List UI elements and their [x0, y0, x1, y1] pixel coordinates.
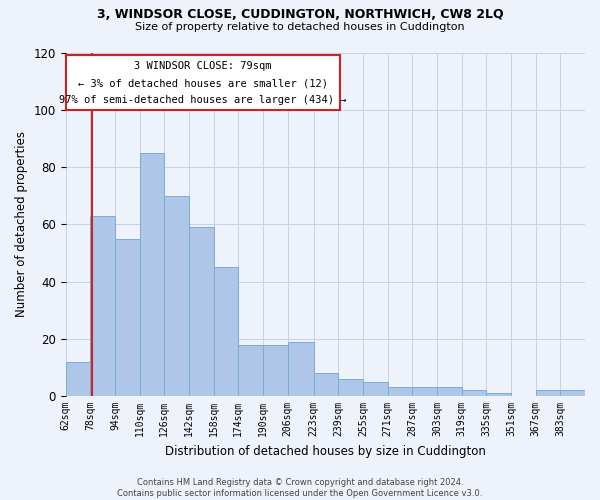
- Bar: [363, 382, 388, 396]
- Bar: [560, 390, 585, 396]
- Bar: [65, 56, 340, 110]
- Text: 3, WINDSOR CLOSE, CUDDINGTON, NORTHWICH, CW8 2LQ: 3, WINDSOR CLOSE, CUDDINGTON, NORTHWICH,…: [97, 8, 503, 20]
- Y-axis label: Number of detached properties: Number of detached properties: [15, 132, 28, 318]
- Bar: [536, 390, 560, 396]
- Bar: [287, 342, 314, 396]
- Bar: [115, 238, 140, 396]
- Bar: [412, 388, 437, 396]
- Bar: [214, 267, 238, 396]
- Bar: [189, 227, 214, 396]
- Bar: [263, 344, 287, 396]
- Bar: [238, 344, 263, 396]
- Bar: [338, 379, 363, 396]
- Bar: [91, 216, 115, 396]
- X-axis label: Distribution of detached houses by size in Cuddington: Distribution of detached houses by size …: [165, 444, 486, 458]
- Text: 97% of semi-detached houses are larger (434) →: 97% of semi-detached houses are larger (…: [59, 96, 347, 106]
- Text: 3 WINDSOR CLOSE: 79sqm: 3 WINDSOR CLOSE: 79sqm: [134, 61, 272, 71]
- Bar: [314, 373, 338, 396]
- Bar: [164, 196, 189, 396]
- Text: Size of property relative to detached houses in Cuddington: Size of property relative to detached ho…: [135, 22, 465, 32]
- Bar: [65, 362, 91, 396]
- Bar: [140, 152, 164, 396]
- Bar: [462, 390, 487, 396]
- Bar: [487, 393, 511, 396]
- Bar: [388, 388, 412, 396]
- Bar: [437, 388, 462, 396]
- Text: Contains HM Land Registry data © Crown copyright and database right 2024.
Contai: Contains HM Land Registry data © Crown c…: [118, 478, 482, 498]
- Text: ← 3% of detached houses are smaller (12): ← 3% of detached houses are smaller (12): [78, 78, 328, 88]
